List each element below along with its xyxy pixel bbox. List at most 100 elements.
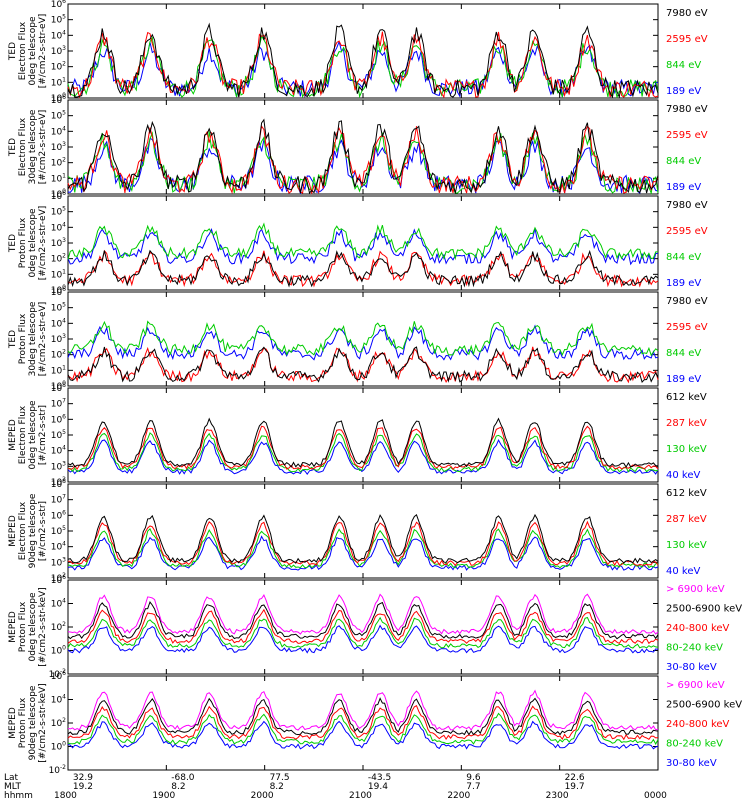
footer-lat: -68.0 [171, 773, 195, 783]
y-axis-label: MEPED [8, 515, 18, 547]
y-tick-label: 102 [51, 621, 66, 633]
footer-hhmm: 2200 [447, 791, 470, 800]
y-axis-label: [#/cm2-s-str-eV] [38, 206, 48, 281]
y-tick-label: 106 [51, 286, 66, 298]
series-line [67, 535, 659, 571]
y-axis-label: Electron Flux [18, 21, 28, 80]
y-tick-label: 105 [51, 206, 66, 218]
y-tick-label: 100 [51, 92, 66, 104]
y-axis-label: 0deg telescope [28, 400, 38, 470]
y-tick-label: 103 [51, 556, 66, 568]
y-axis-label: 90deg telescope [28, 493, 38, 568]
legend-entry: > 6900 keV [666, 584, 725, 595]
panel-frame [67, 291, 659, 387]
y-tick-label: 106 [51, 0, 66, 10]
y-tick-label: 102 [51, 476, 66, 488]
y-tick-label: 103 [51, 333, 66, 345]
series-line [67, 513, 659, 564]
y-tick-label: 104 [51, 445, 66, 457]
y-tick-label: 100 [51, 380, 66, 392]
series-line [67, 616, 659, 649]
footer-hhmm: 2100 [349, 791, 372, 800]
footer-mlt: 8.2 [270, 782, 284, 792]
legend-entry: 7980 eV [666, 8, 708, 19]
y-tick-label: 105 [51, 302, 66, 314]
y-tick-label: 107 [51, 398, 66, 410]
y-tick-label: 101 [51, 172, 66, 184]
y-axis-label: Proton Flux [18, 697, 28, 748]
y-tick-label: 10-2 [49, 668, 67, 680]
legend-entry: 287 keV [666, 514, 707, 525]
panel-2: 7980 eV 2595 eV 844 eV 189 eV [67, 99, 708, 195]
footer-row-label: Lat [4, 773, 19, 783]
footer-lat: 32.9 [73, 773, 93, 783]
legend-entry: 189 eV [666, 86, 701, 97]
y-tick-label: 106 [51, 574, 66, 586]
y-tick-label: 102 [51, 61, 66, 73]
footer-row-label: MLT [4, 782, 22, 792]
legend-entry: 2500-6900 keV [666, 604, 742, 615]
panel-frame [67, 675, 659, 771]
legend-entry: 2500-6900 keV [666, 700, 742, 711]
series-line [67, 600, 659, 640]
footer-hhmm: 1900 [152, 791, 175, 800]
series-line [67, 689, 659, 731]
legend-entry: 40 keV [666, 566, 700, 577]
y-axis-label: 30deg telescope [28, 301, 38, 376]
y-tick-label: 106 [51, 509, 66, 521]
legend-entry: 844 eV [666, 60, 701, 71]
footer-hhmm: 0000 [644, 791, 667, 800]
y-axis-label: 0deg telescope [28, 208, 38, 278]
y-tick-label: 102 [51, 349, 66, 361]
y-axis-label: [#/cm2-s-str-keV] [38, 683, 48, 762]
legend-entry: 2595 eV [666, 322, 708, 333]
footer-lat: 77.5 [270, 773, 290, 783]
legend-entry: 189 eV [666, 182, 701, 193]
panel-4: 7980 eV 2595 eV 844 eV 189 eV [67, 291, 708, 387]
legend-entry: 612 keV [666, 488, 707, 499]
y-tick-label: 104 [51, 694, 66, 706]
y-axis-label: 30deg telescope [28, 109, 38, 184]
legend-entry: 2595 eV [666, 226, 708, 237]
panel-7: > 6900 keV 2500-6900 keV 240-800 keV 80-240… [67, 579, 742, 675]
legend-entry: 240-800 keV [666, 719, 730, 730]
y-tick-label: 10-2 [49, 764, 67, 776]
y-tick-label: 101 [51, 268, 66, 280]
footer-lat: -43.5 [368, 773, 391, 783]
y-tick-label: 106 [51, 413, 66, 425]
legend-entry: 240-800 keV [666, 623, 730, 634]
footer-mlt: 19.7 [565, 782, 585, 792]
series-line [67, 432, 659, 473]
legend-entry: 7980 eV [666, 200, 708, 211]
legend-entry: 7980 eV [666, 296, 708, 307]
legend-entry: 189 eV [666, 374, 701, 385]
legend-entry: 7980 eV [666, 104, 708, 115]
y-tick-label: 102 [51, 717, 66, 729]
series-line [67, 222, 658, 261]
series-line [67, 624, 659, 654]
footer-lat: 22.6 [565, 773, 585, 783]
legend-entry: 2595 eV [666, 34, 708, 45]
legend-entry: 80-240 keV [666, 643, 723, 654]
y-axis-label: 90deg telescope [28, 685, 38, 760]
legend-entry: 844 eV [666, 348, 701, 359]
y-axis-label: Proton Flux [18, 217, 28, 268]
y-axis-label: TED [8, 234, 18, 253]
footer-row-label: hhmm [4, 791, 33, 800]
series-line [67, 249, 659, 288]
series-line [67, 520, 659, 567]
y-axis-label: MEPED [8, 419, 18, 451]
y-tick-label: 105 [51, 110, 66, 122]
y-axis-label: TED [8, 42, 18, 61]
y-axis-label: [#/cm2-s-str-keV] [38, 587, 48, 666]
y-tick-label: 100 [51, 645, 66, 657]
series-line [67, 425, 659, 471]
legend-entry: 30-80 keV [666, 662, 717, 673]
series-line [67, 438, 659, 475]
y-tick-label: 106 [51, 190, 66, 202]
y-tick-label: 103 [51, 237, 66, 249]
legend-entry: 844 eV [666, 252, 701, 263]
footer-hhmm: 2300 [546, 791, 569, 800]
series-line [67, 712, 659, 746]
